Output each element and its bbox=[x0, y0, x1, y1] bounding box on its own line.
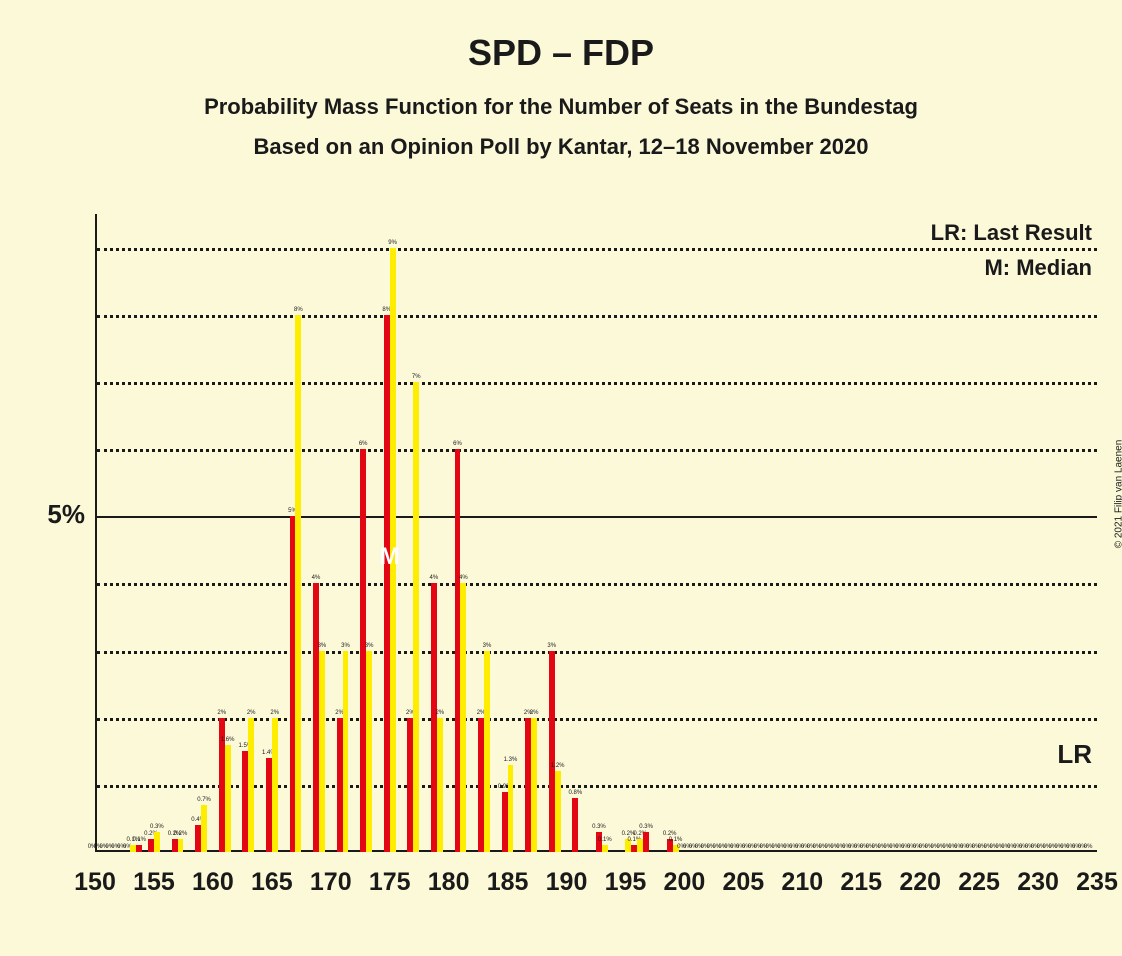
bar-label-red-197: 0.3% bbox=[639, 824, 653, 830]
bar-yellow-169: 3% bbox=[319, 651, 325, 852]
bar-label-yellow-157: 0.2% bbox=[174, 831, 188, 837]
bar-red-154: 0.1% bbox=[136, 845, 142, 852]
bar-red-197: 0.3% bbox=[643, 832, 649, 852]
bar-label-yellow-175: 9% bbox=[388, 240, 397, 246]
bar-yellow-181: 4% bbox=[460, 583, 466, 852]
bar-label-yellow-171: 3% bbox=[341, 643, 350, 649]
x-tick-175: 175 bbox=[369, 868, 411, 897]
x-tick-230: 230 bbox=[1017, 868, 1059, 897]
bar-label-yellow-234: 0% bbox=[1084, 844, 1093, 850]
bar-label-yellow-169: 3% bbox=[318, 643, 327, 649]
chart-title: SPD – FDP bbox=[0, 32, 1122, 74]
bar-label-yellow-179: 2% bbox=[435, 710, 444, 716]
x-tick-185: 185 bbox=[487, 868, 529, 897]
bar-label-red-191: 0.8% bbox=[569, 790, 583, 796]
bar-yellow-159: 0.7% bbox=[201, 805, 207, 852]
x-tick-170: 170 bbox=[310, 868, 352, 897]
bar-label-yellow-159: 0.7% bbox=[197, 797, 211, 803]
bar-label-red-161: 2% bbox=[217, 710, 226, 716]
bar-yellow-185: 1.3% bbox=[508, 765, 514, 852]
bar-yellow-157: 0.2% bbox=[178, 839, 184, 852]
bar-yellow-155: 0.3% bbox=[154, 832, 160, 852]
x-tick-160: 160 bbox=[192, 868, 234, 897]
bar-label-yellow-155: 0.3% bbox=[150, 824, 164, 830]
x-tick-220: 220 bbox=[899, 868, 941, 897]
x-tick-200: 200 bbox=[664, 868, 706, 897]
bar-label-yellow-187: 2% bbox=[530, 710, 539, 716]
bar-yellow-161: 1.6% bbox=[225, 745, 231, 852]
bar-label-red-154: 0.1% bbox=[132, 837, 146, 843]
bar-label-yellow-193: 0.1% bbox=[598, 837, 612, 843]
chart-subtitle-2: Based on an Opinion Poll by Kantar, 12–1… bbox=[0, 134, 1122, 160]
bar-yellow-189: 1.2% bbox=[555, 771, 561, 852]
x-tick-155: 155 bbox=[133, 868, 175, 897]
bar-label-yellow-183: 3% bbox=[483, 643, 492, 649]
bar-label-red-189: 3% bbox=[547, 643, 556, 649]
bar-label-yellow-161: 1.6% bbox=[221, 737, 235, 743]
x-tick-210: 210 bbox=[781, 868, 823, 897]
lr-marker-label: LR bbox=[1057, 739, 1092, 770]
bar-label-yellow-199: 0.1% bbox=[669, 837, 683, 843]
copyright-text: © 2021 Filip van Laenen bbox=[1114, 440, 1122, 549]
bar-yellow-187: 2% bbox=[531, 718, 537, 852]
bar-label-yellow-177: 7% bbox=[412, 374, 421, 380]
bars-container: 0%0%0%0%0%0%0%0.1%0.1%0.2%0.3%0.2%0.2%0.… bbox=[95, 214, 1097, 852]
bar-yellow-163: 2% bbox=[248, 718, 254, 852]
x-tick-215: 215 bbox=[840, 868, 882, 897]
legend-median: M: Median bbox=[984, 255, 1092, 281]
x-tick-190: 190 bbox=[546, 868, 588, 897]
bar-yellow-171: 3% bbox=[343, 651, 349, 852]
bar-yellow-193: 0.1% bbox=[602, 845, 608, 852]
x-tick-150: 150 bbox=[74, 868, 116, 897]
legend-last-result: LR: Last Result bbox=[931, 220, 1092, 246]
bar-label-red-193: 0.3% bbox=[592, 824, 606, 830]
median-marker-label: M bbox=[380, 543, 400, 571]
x-tick-165: 165 bbox=[251, 868, 293, 897]
bar-label-yellow-185: 1.3% bbox=[504, 757, 518, 763]
y-axis-label-5pct: 5% bbox=[18, 499, 85, 530]
bar-label-yellow-167: 8% bbox=[294, 307, 303, 313]
x-tick-225: 225 bbox=[958, 868, 1000, 897]
bar-label-red-179: 4% bbox=[430, 575, 439, 581]
chart-plot-area: 0%0%0%0%0%0%0%0.1%0.1%0.2%0.3%0.2%0.2%0.… bbox=[95, 214, 1097, 852]
bar-label-red-173: 6% bbox=[359, 441, 368, 447]
x-tick-195: 195 bbox=[605, 868, 647, 897]
x-tick-205: 205 bbox=[722, 868, 764, 897]
x-tick-180: 180 bbox=[428, 868, 470, 897]
x-tick-235: 235 bbox=[1076, 868, 1118, 897]
bar-label-yellow-181: 4% bbox=[459, 575, 468, 581]
bar-yellow-173: 3% bbox=[366, 651, 372, 852]
bar-label-red-199: 0.2% bbox=[663, 831, 677, 837]
bar-yellow-167: 8% bbox=[295, 315, 301, 852]
bar-yellow-177: 7% bbox=[413, 382, 419, 852]
bar-label-yellow-163: 2% bbox=[247, 710, 256, 716]
bar-label-red-181: 6% bbox=[453, 441, 462, 447]
bar-label-red-169: 4% bbox=[312, 575, 321, 581]
bar-red-191: 0.8% bbox=[572, 798, 578, 852]
bar-label-yellow-165: 2% bbox=[270, 710, 279, 716]
chart-subtitle-1: Probability Mass Function for the Number… bbox=[0, 94, 1122, 120]
bar-yellow-183: 3% bbox=[484, 651, 490, 852]
bar-label-yellow-173: 3% bbox=[365, 643, 374, 649]
bar-yellow-165: 2% bbox=[272, 718, 278, 852]
bar-yellow-179: 2% bbox=[437, 718, 443, 852]
bar-label-yellow-189: 1.2% bbox=[551, 763, 565, 769]
